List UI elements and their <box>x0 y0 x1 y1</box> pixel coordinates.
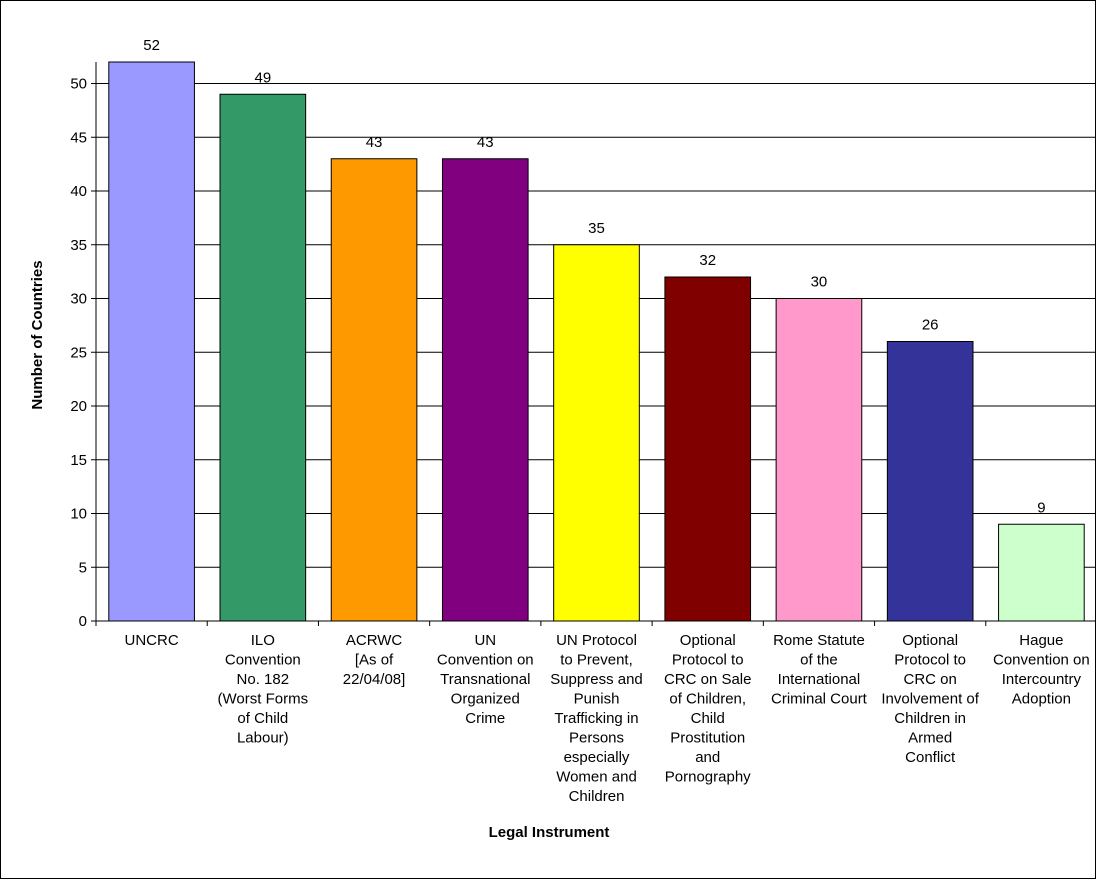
y-tick-label: 25 <box>70 344 87 361</box>
x-tick-label: ACRWC [As of 22/04/08] <box>343 632 406 688</box>
y-tick-label: 45 <box>70 129 87 146</box>
y-tick-label: 30 <box>70 291 87 308</box>
y-tick-label: 40 <box>70 183 87 200</box>
data-label: 52 <box>143 37 160 54</box>
bar <box>108 61 195 622</box>
y-tick-label: 0 <box>79 613 87 630</box>
y-tick-label: 35 <box>70 237 87 254</box>
bars <box>108 61 1085 622</box>
axes <box>91 62 1096 626</box>
data-label: 9 <box>1037 499 1045 516</box>
x-tick-label: ILO Convention No. 182 (Worst Forms of Child… <box>218 632 309 747</box>
bar <box>553 244 640 622</box>
data-label: 49 <box>254 69 271 86</box>
data-label: 26 <box>922 317 939 334</box>
y-tick-label: 50 <box>70 76 87 93</box>
x-axis-title: Legal Instrument <box>489 824 610 841</box>
y-tick-label: 15 <box>70 452 87 469</box>
x-tick-label: Optional Protocol to CRC on Involvement of C… <box>881 632 979 766</box>
bar <box>441 158 529 622</box>
x-tick-label: Rome Statute of the International Criminal … <box>771 632 868 708</box>
bar <box>664 276 752 622</box>
x-tick-label: UNCRC <box>125 632 179 649</box>
x-tick-label: UN Convention on Transnational Organized Cri… <box>437 632 534 727</box>
y-tick-label: 20 <box>70 398 87 415</box>
x-tick-label: Hague Convention on Intercountry Adoption <box>993 632 1090 708</box>
data-label: 43 <box>366 134 383 151</box>
y-tick-label: 5 <box>79 559 87 576</box>
data-label: 35 <box>588 220 605 237</box>
data-label: 43 <box>477 134 494 151</box>
bar <box>886 341 974 622</box>
labels: 0 5 10 15 20 25 30 35 40 45 50 52 UNCRC 49 ILO Conventi… <box>70 37 1089 805</box>
bar <box>775 298 863 622</box>
data-label: 32 <box>699 252 716 269</box>
bar <box>330 158 418 622</box>
x-tick-label: UN Protocol to Prevent, Suppress and Punish… <box>550 632 643 805</box>
bar <box>219 93 307 622</box>
y-tick-label: 10 <box>70 506 87 523</box>
x-tick-label: Optional Protocol to CRC on Sale of Childre… <box>664 632 752 786</box>
y-axis-title: Number of Countries <box>29 260 46 409</box>
data-label: 30 <box>811 274 828 291</box>
bar <box>998 523 1085 622</box>
